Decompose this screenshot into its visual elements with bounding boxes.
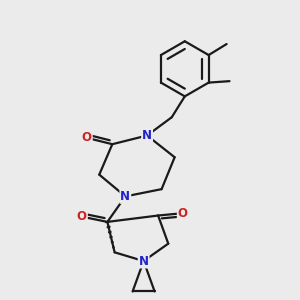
Text: O: O (82, 131, 92, 144)
Text: O: O (77, 210, 87, 223)
Text: N: N (142, 129, 152, 142)
Text: N: N (120, 190, 130, 203)
Text: O: O (178, 207, 188, 220)
Text: N: N (139, 254, 148, 268)
